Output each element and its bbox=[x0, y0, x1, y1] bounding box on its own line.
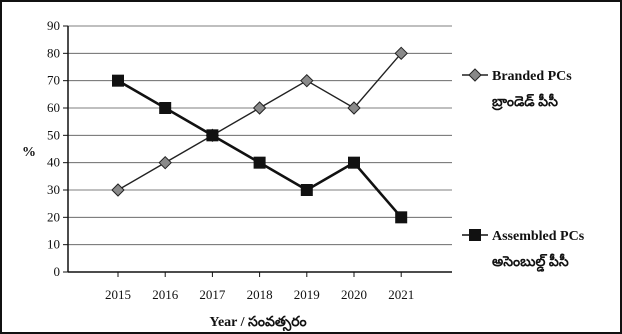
y-tick-label: 0 bbox=[54, 264, 61, 279]
series-group bbox=[111, 46, 408, 224]
data-point bbox=[394, 46, 408, 61]
data-point bbox=[300, 184, 313, 196]
legend-square-icon bbox=[469, 229, 481, 241]
series-line bbox=[117, 79, 403, 219]
x-tick-label: 2018 bbox=[247, 287, 273, 302]
data-point bbox=[348, 156, 360, 169]
legend-label-assembled-telugu: అసెంబుల్డ్ పీసీ bbox=[492, 253, 569, 272]
data-point bbox=[206, 129, 219, 142]
y-tick-label: 60 bbox=[47, 100, 60, 115]
data-point bbox=[159, 102, 172, 114]
legend-label-assembled: Assembled PCs bbox=[492, 229, 585, 244]
legend-entry-assembled: Assembled PCs అసెంబుల్డ్ పీసీ bbox=[462, 229, 585, 272]
legend-label-branded: Branded PCs bbox=[492, 69, 572, 84]
gridlines bbox=[68, 25, 452, 246]
y-tick-label: 20 bbox=[47, 209, 60, 224]
y-tick-label: 80 bbox=[47, 45, 60, 60]
legend-label-branded-telugu: బ్రాండెడ్ పీసీ bbox=[492, 93, 559, 111]
x-tick-label: 2020 bbox=[341, 287, 367, 302]
legend-diamond-icon bbox=[468, 68, 482, 82]
data-point bbox=[300, 73, 314, 88]
y-tick-label: 90 bbox=[47, 18, 60, 33]
y-axis-label: % bbox=[22, 145, 36, 160]
y-tick-label: 40 bbox=[47, 155, 60, 170]
y-tick-label: 70 bbox=[47, 73, 60, 88]
x-tick-label: 2016 bbox=[152, 287, 179, 302]
y-tick-label: 30 bbox=[47, 182, 60, 197]
data-point bbox=[253, 156, 266, 169]
legend-entry-branded: Branded PCs బ్రాండెడ్ పీసీ bbox=[462, 68, 572, 111]
x-tick-label: 2015 bbox=[105, 287, 131, 302]
series-assembled bbox=[112, 74, 408, 224]
data-point bbox=[252, 101, 267, 115]
x-tick-labels: 2015 2016 2017 2018 2019 2020 2021 bbox=[105, 272, 414, 302]
x-tick-label: 2019 bbox=[294, 287, 320, 302]
y-tick-label: 50 bbox=[47, 127, 60, 142]
data-point bbox=[347, 101, 361, 115]
legend: Branded PCs బ్రాండెడ్ పీసీ Assembled PCs… bbox=[462, 68, 585, 272]
x-tick-label: 2021 bbox=[388, 287, 414, 302]
data-point bbox=[111, 183, 125, 197]
x-axis-label: Year / సంవత్సరం bbox=[209, 315, 306, 332]
data-point bbox=[112, 74, 124, 87]
data-point bbox=[158, 155, 172, 170]
data-point bbox=[395, 211, 408, 224]
x-tick-label: 2017 bbox=[199, 287, 226, 302]
y-tick-labels: 0 10 20 30 40 50 60 70 80 90 bbox=[47, 18, 68, 279]
y-tick-label: 10 bbox=[47, 237, 60, 252]
